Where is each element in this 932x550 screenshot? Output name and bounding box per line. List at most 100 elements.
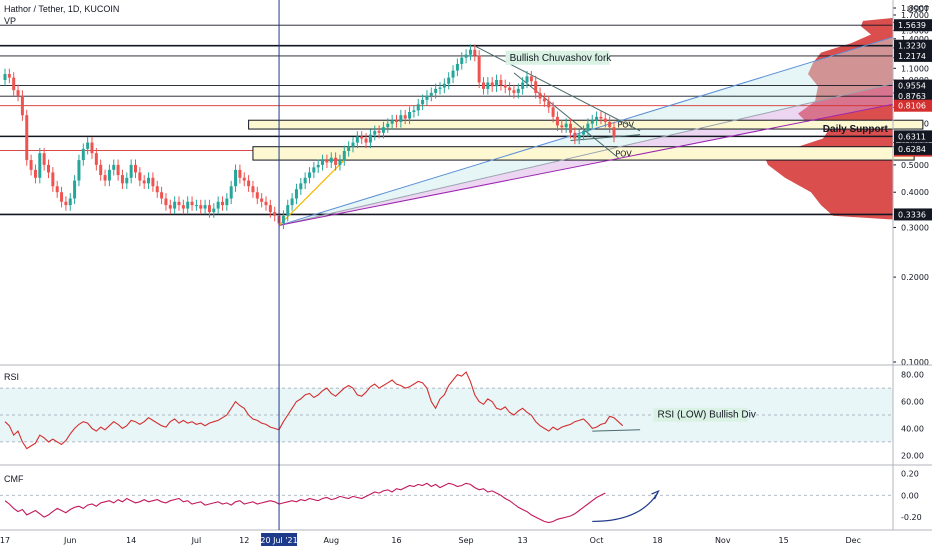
candle [155, 186, 159, 193]
price-tag-label: 0.8763 [898, 92, 926, 101]
candle [555, 116, 559, 126]
candle [521, 82, 525, 89]
candle [438, 87, 442, 89]
candle [290, 198, 294, 206]
price-tag-bg [894, 130, 932, 143]
candle [538, 92, 542, 99]
candle [608, 121, 612, 128]
rsi-y-tick-label: 60.00 [901, 398, 924, 407]
x-tick-label: Oct [590, 536, 604, 545]
price-tag-label: 1.5639 [898, 21, 926, 30]
candle [173, 201, 177, 209]
cmf-pane[interactable]: -0.20 0.00 0.20 [0, 469, 922, 524]
candle [294, 189, 298, 199]
candle [168, 205, 172, 209]
candle [316, 164, 320, 168]
candle [451, 70, 455, 78]
x-tick-highlight-bg [261, 533, 298, 546]
candle [134, 164, 137, 173]
candle [221, 201, 224, 206]
candle [377, 130, 381, 133]
price-tag-label: 0.6311 [898, 132, 926, 141]
trend-line [570, 134, 641, 142]
pov-zone [252, 146, 915, 161]
y-tick-label: 0.2000 [901, 273, 929, 282]
candle [473, 49, 477, 56]
candle [529, 76, 533, 82]
candle [60, 192, 64, 202]
candle [273, 212, 277, 216]
impulse-line [278, 159, 345, 226]
x-tick-label: Aug [323, 536, 339, 545]
chart-title: Hathor / Tether, 1D, KUCOIN [4, 4, 119, 14]
candle [582, 130, 586, 135]
candle [207, 205, 211, 213]
rsi-pane[interactable]: 20.00 40.00 60.00 80.00 RSI (LOW) Bullish Di… [0, 371, 924, 461]
candle [560, 125, 564, 128]
cmf-arrow-head [651, 489, 660, 500]
candle [490, 82, 494, 87]
candle [412, 110, 416, 113]
price-tag-label: 0.8106 [898, 102, 926, 111]
x-tick-label: 14 [126, 536, 136, 545]
x-tick-label: 15 [779, 536, 789, 545]
candle [29, 160, 33, 170]
y-tick-label: 0.5000 [901, 161, 929, 170]
candle [577, 134, 581, 139]
candle [164, 198, 168, 206]
candle [194, 205, 198, 207]
candle [177, 201, 181, 206]
rsi-y-tick-label: 20.00 [901, 451, 924, 460]
candle [251, 186, 255, 193]
candle [460, 57, 464, 64]
x-tick-label: 18 [652, 536, 662, 545]
candle [160, 192, 164, 199]
candle [482, 82, 485, 89]
candle [325, 160, 329, 163]
rsi-annotation-bg [653, 407, 748, 422]
overlay [0, 0, 932, 531]
price-tag-bg [894, 39, 932, 52]
candle [138, 172, 142, 181]
candle [590, 120, 594, 124]
candle [116, 164, 120, 176]
candle [573, 132, 577, 139]
candle [99, 164, 103, 176]
x-tick-label: Nov [715, 536, 731, 545]
candle [25, 115, 29, 161]
candle [360, 136, 364, 139]
x-tick-label: Jun [63, 536, 77, 545]
cmf-pane-label: CMF [4, 474, 24, 484]
candle [516, 88, 520, 93]
annotation-label: Bullish Chuvashov fork [510, 53, 613, 64]
candle [503, 84, 507, 88]
candle [234, 169, 238, 187]
candle [73, 180, 77, 199]
cmf-line [4, 482, 606, 524]
candle [51, 172, 55, 187]
candle [399, 115, 403, 122]
annotation-bg [505, 50, 610, 65]
candle [434, 88, 438, 93]
x-tick-label: 17 [0, 536, 10, 545]
candle [364, 138, 368, 143]
cmf-y-tick-label: 0.20 [901, 469, 919, 478]
candle [542, 98, 546, 102]
x-tick-label: 12 [239, 536, 249, 545]
candle [142, 180, 146, 184]
candle [525, 76, 529, 83]
candle [551, 107, 555, 117]
y-tick-label: 1.1000 [901, 64, 929, 73]
candle [216, 201, 220, 209]
currency-label: USDT [907, 5, 929, 14]
candle [42, 153, 46, 165]
main-pane[interactable]: 0.10000.20000.30000.40000.50000.60000.70… [0, 4, 932, 367]
candle [429, 92, 433, 96]
candle [599, 116, 603, 119]
candle [421, 99, 425, 105]
price-tag-bg [894, 99, 932, 112]
pov-zone [248, 119, 924, 130]
y-tick-label: 0.4000 [901, 188, 929, 197]
cmf-trend-arrow [592, 492, 659, 523]
